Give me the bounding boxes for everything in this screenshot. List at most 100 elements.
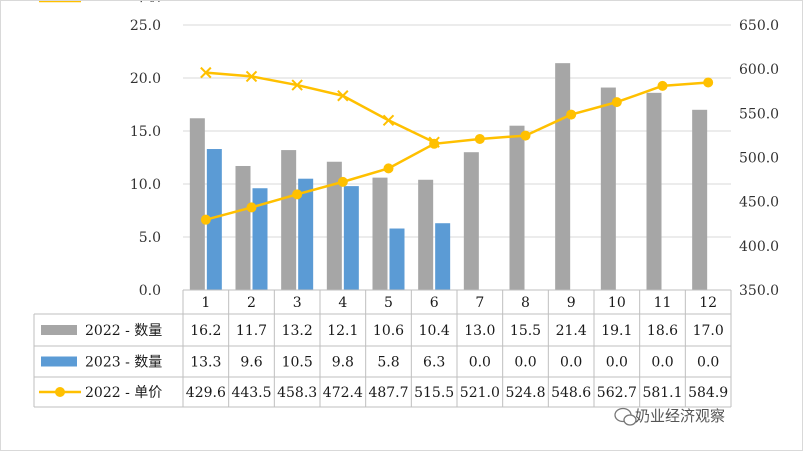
bar-2022-quantity <box>326 161 342 290</box>
data-label: 591.8 <box>231 1 271 5</box>
line-2022-price <box>205 81 709 221</box>
data-label: 487.7 <box>368 385 408 401</box>
y-right-tick-label: 600.0 <box>739 62 779 78</box>
bar-2022-quantity <box>692 109 708 290</box>
y-right-tick-label: 350.0 <box>739 283 779 299</box>
data-label: 582.0 <box>277 1 317 5</box>
data-label: 6.3 <box>423 355 445 371</box>
point-2022-price <box>566 109 577 120</box>
data-label: 542.1 <box>368 1 408 5</box>
bar-2023-quantity <box>252 188 268 290</box>
bar-2022-quantity <box>418 179 434 290</box>
data-label: 0.0 <box>697 355 719 371</box>
point-2023-price <box>200 66 212 79</box>
point-2023-price <box>291 79 303 91</box>
data-label: 13.0 <box>464 323 495 339</box>
data-label: 0.0 <box>606 355 628 371</box>
point-2022-price <box>200 214 211 225</box>
data-label: 16.2 <box>190 323 221 339</box>
data-label: 0.0 <box>560 355 582 371</box>
data-label: 548.6 <box>551 385 591 401</box>
data-label: 443.5 <box>231 385 271 401</box>
y-right-tick-label: 550.0 <box>739 106 779 122</box>
data-label: 10.6 <box>373 323 404 339</box>
x-tick-label: 6 <box>430 295 439 311</box>
x-tick-label: 12 <box>699 295 717 311</box>
data-label: 596.1 <box>186 1 226 5</box>
point-2023-price <box>382 114 395 127</box>
point-2022-price <box>474 133 485 144</box>
data-label: 13.2 <box>282 323 313 339</box>
data-label: 10.4 <box>419 323 450 339</box>
data-label: 0.0 <box>469 355 491 371</box>
y-right-tick-label: 500.0 <box>739 151 779 167</box>
legend-label: 2023 - 数量 <box>85 355 162 371</box>
data-label: 521.0 <box>460 385 500 401</box>
x-tick-label: 3 <box>293 295 302 311</box>
point-2022-price <box>703 77 714 88</box>
y-right-tick-label: 400.0 <box>739 239 779 255</box>
legend-label: 2022 - 数量 <box>85 323 162 339</box>
bar-2023-quantity <box>389 228 405 290</box>
data-label: 21.4 <box>556 323 587 339</box>
data-label: 19.1 <box>601 323 632 339</box>
point-2023-price <box>245 70 258 83</box>
point-2022-price <box>246 202 257 213</box>
point-2022-price <box>337 176 348 187</box>
data-label: 5.8 <box>377 355 399 371</box>
x-tick-label: 1 <box>201 295 210 311</box>
watermark-text: 奶业经济观察 <box>635 407 725 425</box>
data-label: 11.7 <box>236 323 267 339</box>
point-2022-price <box>292 189 303 200</box>
data-label: 12.1 <box>327 323 358 339</box>
x-tick-label: 7 <box>475 295 484 311</box>
point-2022-price <box>611 97 622 108</box>
bar-2023-quantity <box>206 149 222 290</box>
point-2022-price <box>383 163 394 174</box>
data-label: 10.5 <box>282 355 313 371</box>
data-label: 581.1 <box>642 385 682 401</box>
bar-2023-quantity <box>298 178 314 290</box>
y-left-tick-label: 20.0 <box>130 71 161 87</box>
data-label: 9.6 <box>240 355 262 371</box>
legend-label: 2022 - 单价 <box>85 385 162 401</box>
data-label: 562.7 <box>597 385 637 401</box>
data-label: 524.8 <box>505 385 545 401</box>
wechat-icon-bubble <box>623 414 637 426</box>
y-right-tick-label: 450.0 <box>739 195 779 211</box>
data-label: 458.3 <box>277 385 317 401</box>
bar-2022-quantity <box>555 63 571 290</box>
y-left-tick-label: 25.0 <box>130 18 161 34</box>
bar-2023-quantity <box>343 186 359 290</box>
bar-2022-quantity <box>235 165 251 290</box>
legend-key-2022-price <box>55 387 65 397</box>
bar-2022-quantity <box>600 87 616 290</box>
bar-2022-quantity <box>646 92 662 290</box>
data-label: 429.6 <box>186 385 226 401</box>
legend-label: 2023 - 单价 <box>85 1 162 5</box>
bar-2022-quantity <box>189 118 205 290</box>
x-tick-label: 8 <box>521 295 530 311</box>
legend-key-2023-quantity <box>41 356 77 367</box>
bar-2022-quantity <box>372 177 388 290</box>
data-label: 584.9 <box>688 385 728 401</box>
point-2023-price <box>428 136 440 148</box>
data-label: 472.4 <box>323 385 363 401</box>
data-label: 18.6 <box>647 323 678 339</box>
x-tick-label: 9 <box>567 295 576 311</box>
x-tick-label: 5 <box>384 295 393 311</box>
y-left-tick-label: 5.0 <box>139 230 161 246</box>
data-label: 15.5 <box>510 323 541 339</box>
line-2023-price <box>205 71 435 144</box>
legend-key-2022-quantity <box>41 325 77 335</box>
x-tick-label: 2 <box>247 295 256 311</box>
y-left-tick-label: 15.0 <box>130 124 161 140</box>
y-right-tick-label: 650.0 <box>739 18 779 34</box>
bar-2022-quantity <box>281 150 297 290</box>
bar-2022-quantity <box>463 152 479 290</box>
x-tick-label: 10 <box>608 295 626 311</box>
bar-2023-quantity <box>435 223 451 290</box>
data-label: 0.0 <box>651 355 673 371</box>
x-tick-label: 11 <box>654 295 672 311</box>
